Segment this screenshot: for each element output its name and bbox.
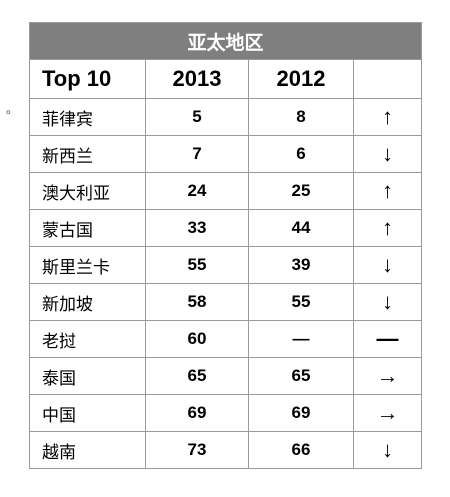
trend-up-icon: ↑ xyxy=(352,209,423,247)
country-cell: 斯里兰卡 xyxy=(29,246,146,284)
table-row: 老挝 60— — xyxy=(29,320,423,358)
rank-2013-cell: 33 xyxy=(145,209,249,247)
table-row: 斯里兰卡 55 39 ↓ xyxy=(29,246,423,284)
table-row: 蒙古国 33 44 ↑ xyxy=(29,209,423,247)
table-header-row: Top 10 2013 2012 xyxy=(29,59,423,99)
asia-pacific-ranking-table: 亚太地区 Top 10 2013 2012 菲律宾 5 8 ↑ 新西兰 7 6 ↓ 澳大利亚 24… xyxy=(28,22,423,469)
rank-2012-cell: — xyxy=(248,320,354,358)
rank-2013-cell: 73 xyxy=(145,431,249,469)
rank-2012-cell: 44 xyxy=(248,209,354,247)
rank-2012-cell: 25 xyxy=(248,172,354,210)
rank-2013-cell: 55 xyxy=(145,246,249,284)
trend-down-icon: ↓ xyxy=(352,135,423,173)
country-cell: 泰国 xyxy=(29,357,146,395)
table-row: 澳大利亚 24 25 ↑ xyxy=(29,172,423,210)
table-row: 新加坡 58 55 ↓ xyxy=(29,283,423,321)
header-trend xyxy=(352,59,423,99)
rank-2012-cell: 8 xyxy=(248,98,354,136)
table-row: 中国 69 69 → xyxy=(29,394,423,432)
country-cell: 老挝 xyxy=(29,320,146,358)
table-title-row: 亚太地区 xyxy=(28,22,423,60)
trend-same-icon: → xyxy=(352,357,423,395)
table-row: 菲律宾 5 8 ↑ xyxy=(29,98,423,136)
header-2012: 2012 xyxy=(248,59,354,99)
trend-none-icon: — xyxy=(352,320,423,358)
trend-down-icon: ↓ xyxy=(352,246,423,284)
header-2013: 2013 xyxy=(145,59,249,99)
rank-2013-cell: 69 xyxy=(145,394,249,432)
country-cell: 新加坡 xyxy=(29,283,146,321)
trend-down-icon: ↓ xyxy=(352,283,423,321)
rank-2012-cell: 6 xyxy=(248,135,354,173)
trend-same-icon: → xyxy=(352,394,423,432)
country-cell: 越南 xyxy=(29,431,146,469)
rank-2013-cell: 60 xyxy=(145,320,249,358)
rank-2013-cell: 24 xyxy=(145,172,249,210)
table-row: 泰国 65 65 → xyxy=(29,357,423,395)
rank-2012-cell: 55 xyxy=(248,283,354,321)
country-cell: 菲律宾 xyxy=(29,98,146,136)
rank-2012-cell: 39 xyxy=(248,246,354,284)
country-cell: 中国 xyxy=(29,394,146,432)
table-title: 亚太地区 xyxy=(28,22,423,60)
rank-2012-cell: 65 xyxy=(248,357,354,395)
trend-up-icon: ↑ xyxy=(352,172,423,210)
country-cell: 新西兰 xyxy=(29,135,146,173)
rank-2013-cell: 5 xyxy=(145,98,249,136)
trend-up-icon: ↑ xyxy=(352,98,423,136)
rank-2012-cell: 66 xyxy=(248,431,354,469)
country-cell: 澳大利亚 xyxy=(29,172,146,210)
bullet-mark: 。 xyxy=(6,102,19,116)
table-row: 新西兰 7 6 ↓ xyxy=(29,135,423,173)
table-row: 越南 73 66 ↓ xyxy=(29,431,423,469)
trend-down-icon: ↓ xyxy=(352,431,423,469)
rank-2013-cell: 7 xyxy=(145,135,249,173)
rank-2013-cell: 58 xyxy=(145,283,249,321)
country-cell: 蒙古国 xyxy=(29,209,146,247)
rank-2013-cell: 65 xyxy=(145,357,249,395)
header-top10: Top 10 xyxy=(29,59,146,99)
rank-2012-cell: 69 xyxy=(248,394,354,432)
